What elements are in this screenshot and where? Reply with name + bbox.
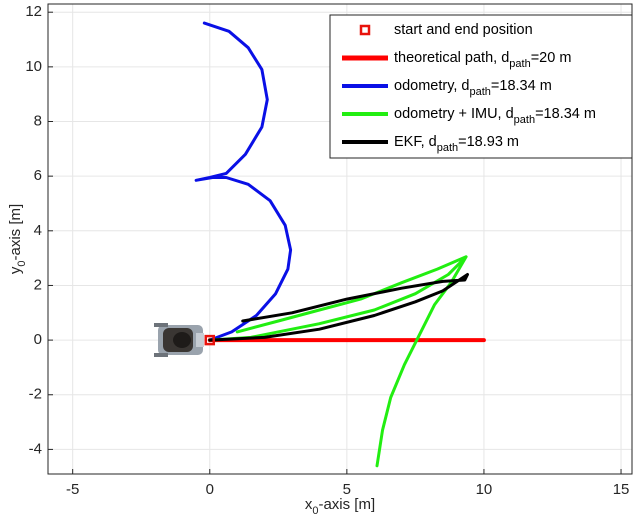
legend-label: odometry, dpath=18.34 m <box>394 78 552 98</box>
legend-marker <box>359 24 371 36</box>
y-tick-label: 4 <box>34 222 42 239</box>
x-tick-label: 0 <box>206 481 214 498</box>
x-tick-label: 15 <box>613 481 630 498</box>
y-tick-label: 2 <box>34 276 42 293</box>
data-line <box>208 273 469 342</box>
x-axis-label: x0-axis [m] <box>305 496 375 517</box>
y-tick-label: -2 <box>29 386 42 403</box>
y-tick-label: 0 <box>34 331 42 348</box>
y-tick-label: 6 <box>34 167 42 184</box>
x-tick-label: 5 <box>343 481 351 498</box>
y-tick-label: -4 <box>29 440 42 457</box>
legend-label: theoretical path, dpath=20 m <box>394 50 571 70</box>
legend-label: odometry + IMU, dpath=18.34 m <box>394 106 596 126</box>
y-tick-label: 10 <box>25 58 42 75</box>
x-tick-label: -5 <box>66 481 79 498</box>
x-tick-label: 10 <box>476 481 493 498</box>
data-line <box>208 255 468 468</box>
data-line <box>194 21 293 342</box>
start-end-marker <box>204 334 216 346</box>
axes-box <box>47 3 633 475</box>
legend: start and end position theoretical path, … <box>329 14 633 159</box>
legend-label: start and end position <box>394 22 533 38</box>
y-tick-label: 8 <box>34 112 42 129</box>
y-axis-label: y0-axis [m] <box>7 204 28 274</box>
y-tick-label: 12 <box>25 3 42 20</box>
legend-label: EKF, dpath=18.93 m <box>394 134 519 154</box>
wheelchair-icon <box>154 323 204 357</box>
plot-area <box>194 21 486 468</box>
